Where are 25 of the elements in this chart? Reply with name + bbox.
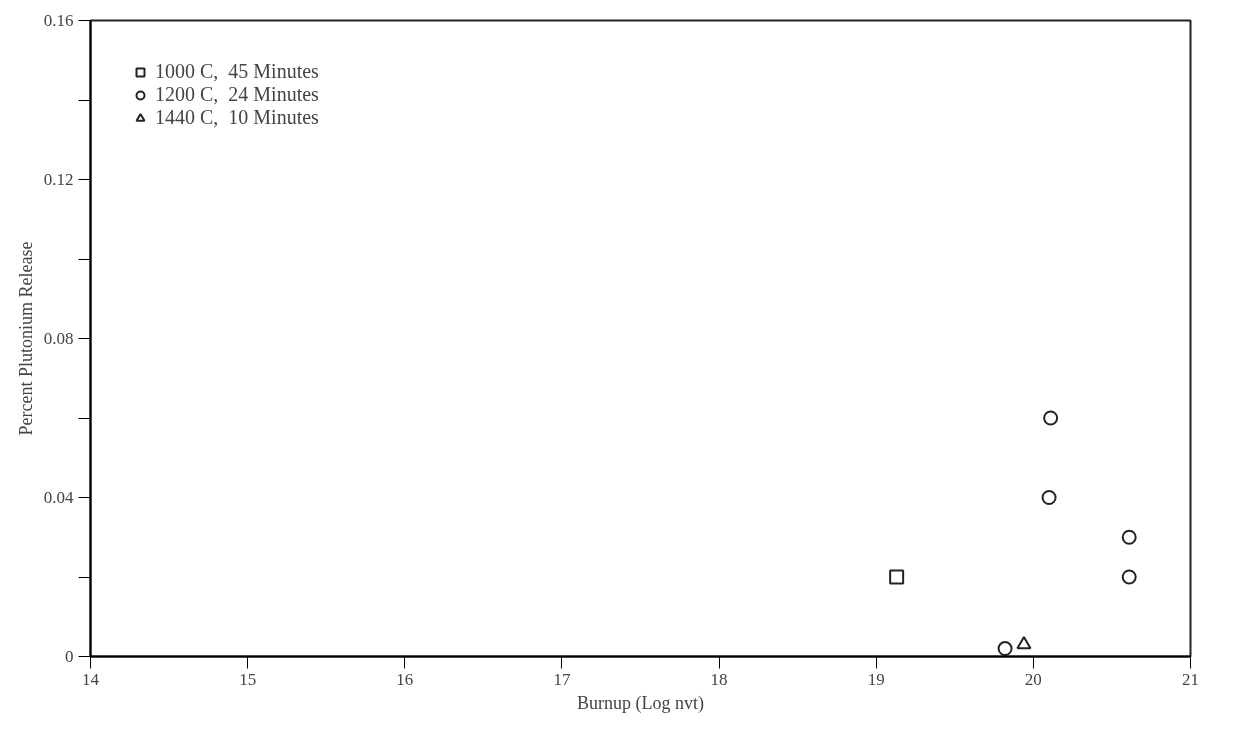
point — [997, 641, 1013, 657]
legend-label: 1440 C, 10 Minutes — [155, 106, 319, 129]
legend-label: 1200 C, 24 Minutes — [155, 83, 319, 106]
x-tick-label: 14 — [82, 669, 100, 689]
point — [1041, 490, 1057, 505]
point — [1016, 636, 1032, 650]
x-tick-label: 16 — [396, 669, 414, 689]
y-tick-label: 0 — [65, 647, 74, 666]
y-tick-label: 0.12 — [43, 170, 74, 189]
x-tick-label: 20 — [1024, 669, 1042, 689]
y-tick-label: 0.08 — [43, 329, 74, 348]
x-tick-label: 15 — [239, 669, 257, 689]
y-axis-title: Percent Plutonium Release — [15, 241, 36, 436]
y-tick-label: 0.04 — [43, 488, 74, 507]
x-tick-label: 18 — [710, 669, 728, 689]
y-tick-label: 0.16 — [43, 11, 74, 30]
point — [1121, 529, 1137, 545]
x-axis-title: Burnup (Log nvt) — [577, 692, 704, 714]
x-tick-label: 21 — [1182, 669, 1199, 689]
point — [1121, 569, 1137, 585]
point — [889, 569, 905, 585]
legend-label: 1000 C, 45 Minutes — [155, 60, 319, 83]
x-tick-label: 19 — [867, 669, 885, 689]
x-tick-label: 17 — [553, 669, 571, 689]
point — [1043, 410, 1059, 426]
